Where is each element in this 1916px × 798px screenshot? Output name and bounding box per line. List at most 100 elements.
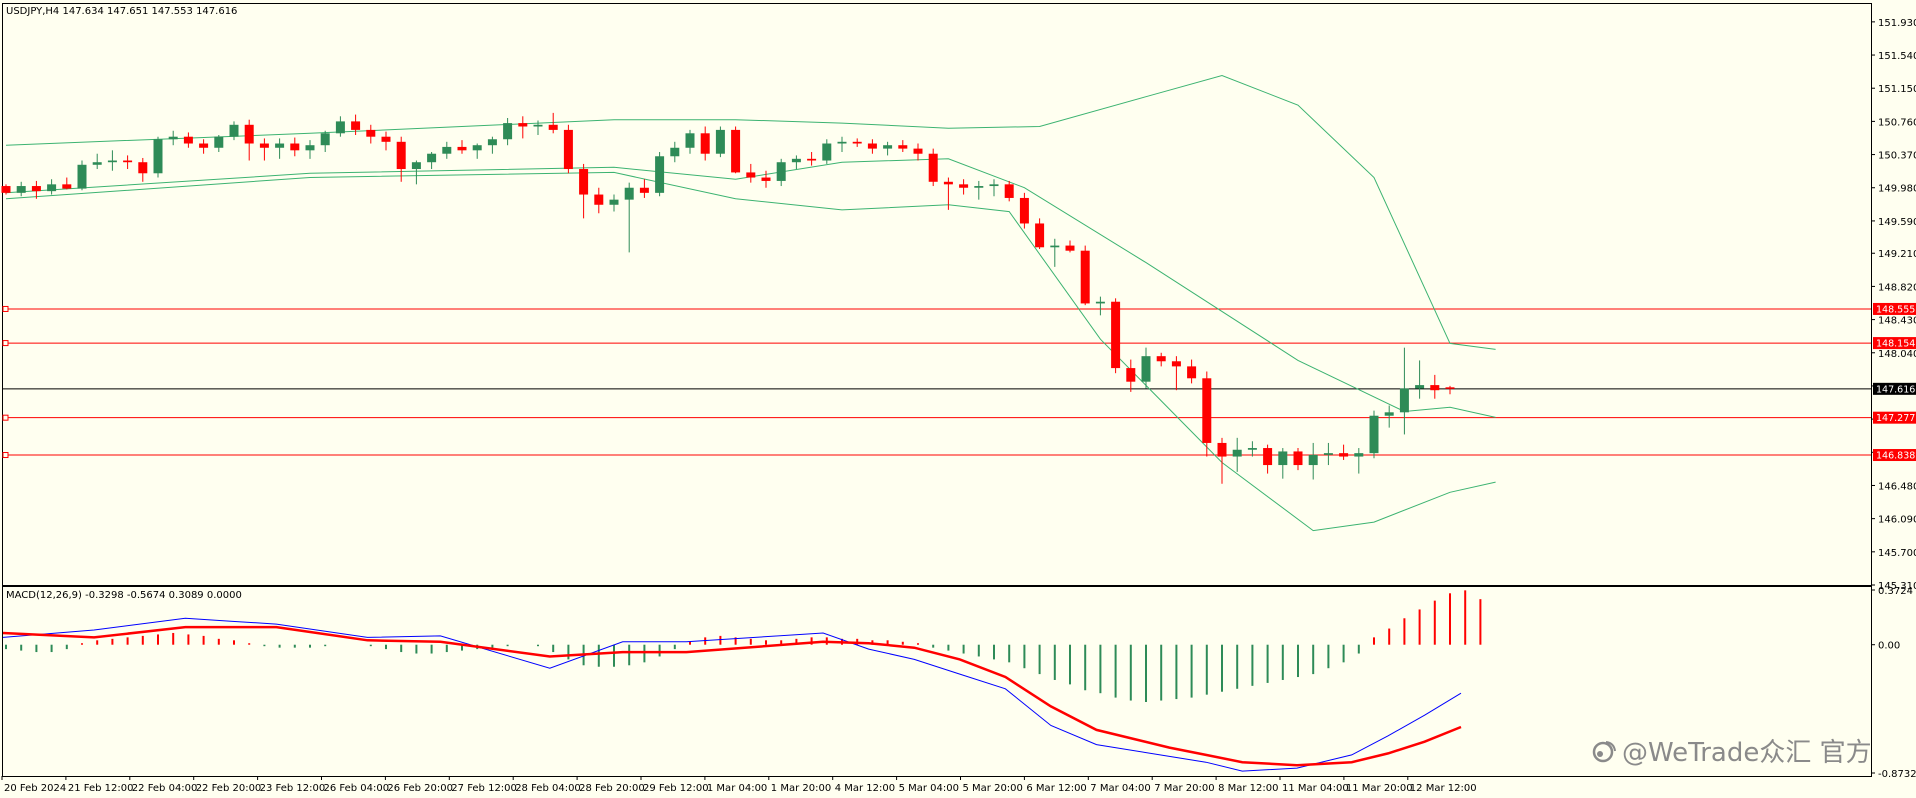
candle[interactable] — [746, 163, 756, 183]
candle[interactable] — [1080, 245, 1090, 306]
candle[interactable] — [731, 126, 741, 174]
level-handle-icon[interactable] — [2, 305, 9, 312]
candle[interactable] — [62, 177, 72, 190]
candle[interactable] — [1415, 360, 1425, 399]
candle[interactable] — [183, 132, 193, 148]
candle[interactable] — [335, 116, 345, 137]
candle[interactable] — [837, 136, 847, 153]
candle[interactable] — [852, 138, 862, 147]
candle[interactable] — [822, 139, 832, 164]
candle[interactable] — [1278, 448, 1288, 479]
candle[interactable] — [1339, 444, 1349, 460]
candle[interactable] — [290, 137, 300, 157]
candle[interactable] — [77, 160, 87, 191]
candle[interactable] — [791, 155, 801, 170]
candle[interactable] — [943, 177, 953, 210]
candle[interactable] — [776, 158, 786, 187]
candle[interactable] — [16, 181, 26, 197]
candle[interactable] — [153, 136, 163, 178]
candle[interactable] — [685, 129, 695, 154]
candle[interactable] — [898, 140, 908, 153]
candle[interactable] — [1430, 374, 1440, 399]
candle[interactable] — [700, 126, 710, 161]
candle[interactable] — [107, 150, 117, 171]
price-plot-area[interactable] — [1, 74, 1872, 532]
candle[interactable] — [1369, 410, 1379, 459]
candle[interactable] — [883, 141, 893, 156]
candle[interactable] — [1050, 238, 1060, 267]
candle[interactable] — [396, 136, 406, 182]
candle[interactable] — [47, 179, 57, 195]
candle[interactable] — [1, 184, 11, 195]
candle[interactable] — [1095, 296, 1105, 316]
candle[interactable] — [518, 116, 528, 139]
candle[interactable] — [1187, 359, 1197, 384]
candle[interactable] — [639, 179, 649, 198]
candle[interactable] — [1354, 448, 1364, 474]
candle[interactable] — [1126, 359, 1136, 392]
candle[interactable] — [123, 155, 133, 170]
candle[interactable] — [624, 182, 634, 253]
candle[interactable] — [259, 138, 269, 161]
level-handle-icon[interactable] — [2, 452, 9, 459]
candle[interactable] — [1202, 371, 1212, 457]
candle[interactable] — [1232, 437, 1242, 472]
candle[interactable] — [1293, 448, 1303, 471]
candle[interactable] — [1323, 442, 1333, 466]
candle[interactable] — [442, 141, 452, 159]
candle[interactable] — [715, 126, 725, 158]
candle[interactable] — [928, 148, 938, 187]
candle[interactable] — [381, 131, 391, 151]
candle[interactable] — [579, 163, 589, 219]
candle[interactable] — [1141, 347, 1151, 389]
candle[interactable] — [305, 140, 315, 159]
candle[interactable] — [503, 117, 513, 146]
candle[interactable] — [1263, 444, 1273, 474]
candle[interactable] — [244, 119, 254, 161]
candle[interactable] — [913, 143, 923, 161]
candle[interactable] — [427, 152, 437, 170]
candle[interactable] — [1308, 442, 1318, 480]
candle[interactable] — [761, 170, 771, 188]
candle[interactable] — [1065, 240, 1075, 253]
candle[interactable] — [594, 187, 604, 214]
candle[interactable] — [138, 157, 148, 182]
macd-plot-area[interactable] — [2, 590, 1482, 772]
candle[interactable] — [609, 194, 619, 212]
candle[interactable] — [472, 143, 482, 159]
candle[interactable] — [199, 139, 209, 154]
level-handle-icon[interactable] — [2, 414, 9, 421]
candle[interactable] — [974, 180, 984, 200]
candle[interactable] — [533, 120, 543, 136]
candle[interactable] — [1384, 405, 1394, 428]
candle[interactable] — [411, 160, 421, 185]
candle[interactable] — [548, 112, 558, 134]
candle[interactable] — [487, 136, 497, 154]
candle[interactable] — [807, 152, 817, 166]
candle[interactable] — [214, 135, 224, 153]
candle[interactable] — [351, 114, 361, 136]
candle[interactable] — [320, 130, 330, 153]
candle[interactable] — [457, 140, 467, 154]
level-handle-icon[interactable] — [2, 340, 9, 347]
candle[interactable] — [867, 139, 877, 154]
candle[interactable] — [168, 130, 178, 146]
candle[interactable] — [92, 153, 102, 170]
candle[interactable] — [655, 152, 665, 197]
candle[interactable] — [366, 124, 376, 144]
candle[interactable] — [1445, 385, 1455, 395]
candle[interactable] — [1171, 356, 1181, 391]
candle[interactable] — [1217, 437, 1227, 484]
candle[interactable] — [1111, 298, 1121, 374]
candle[interactable] — [1035, 218, 1045, 249]
candle[interactable] — [275, 138, 285, 159]
candle[interactable] — [670, 141, 680, 163]
candle[interactable] — [1247, 441, 1257, 457]
candle[interactable] — [959, 179, 969, 195]
candle[interactable] — [1004, 180, 1014, 202]
candle[interactable] — [563, 124, 573, 174]
candle[interactable] — [989, 179, 999, 197]
candle[interactable] — [1399, 347, 1409, 435]
candle[interactable] — [31, 180, 41, 199]
